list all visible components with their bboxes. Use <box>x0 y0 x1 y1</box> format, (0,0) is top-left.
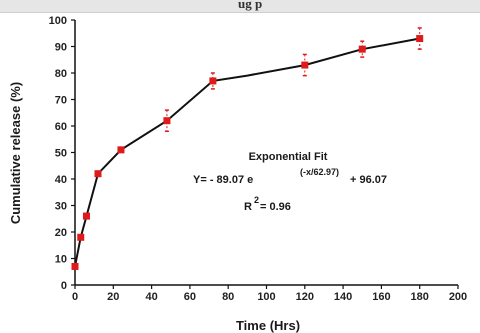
y-tick-label: 70 <box>55 95 67 107</box>
data-point-marker <box>117 146 125 154</box>
y-tick-label: 100 <box>49 15 67 27</box>
y-tick-label: 30 <box>55 201 67 213</box>
y-axis-title: Cumulative release (%) <box>8 82 23 224</box>
annotation-equation-exponent: (-x/62.97) <box>300 167 339 177</box>
y-tick-label: 90 <box>55 42 67 54</box>
data-point-marker <box>416 35 424 43</box>
x-tick-label: 60 <box>184 291 196 303</box>
fit-line <box>74 37 420 267</box>
y-tick-label: 50 <box>55 148 67 160</box>
data-point-marker <box>94 170 102 178</box>
y-tick-label: 40 <box>55 174 67 186</box>
annotation-r2-superscript: 2 <box>254 195 259 205</box>
x-tick-label: 0 <box>72 291 78 303</box>
x-tick-label: 20 <box>107 291 119 303</box>
y-tick-label: 20 <box>55 227 67 239</box>
annotation-title: Exponential Fit <box>249 151 328 163</box>
x-tick-label: 100 <box>257 291 275 303</box>
data-point-marker <box>209 77 217 85</box>
data-point-marker <box>301 61 309 69</box>
error-bars <box>164 27 422 133</box>
annotation-equation-left: Y= - 89.07 e <box>193 174 253 186</box>
x-ticks: 0 20 40 60 80 100 120 140 160 180 200 <box>72 285 467 303</box>
y-tick-label: 80 <box>55 68 67 80</box>
data-point-marker <box>82 212 90 220</box>
y-tick-label: 10 <box>55 254 67 266</box>
annotation-r2-value: = 0.96 <box>260 201 291 213</box>
x-tick-label: 40 <box>145 291 157 303</box>
top-banner: ug p <box>0 0 480 13</box>
annotation-r2-label: R <box>244 201 252 213</box>
y-tick-label: 60 <box>55 121 67 133</box>
x-tick-label: 140 <box>334 291 352 303</box>
data-point-marker <box>358 45 366 53</box>
data-point-marker <box>71 262 79 270</box>
x-axis-title: Time (Hrs) <box>236 318 300 333</box>
x-tick-label: 200 <box>449 291 467 303</box>
banner-partial-title: ug p <box>238 0 263 11</box>
x-tick-label: 160 <box>372 291 390 303</box>
data-point-marker <box>163 117 171 125</box>
x-tick-label: 80 <box>222 291 234 303</box>
y-ticks: 0 10 20 30 40 50 60 70 80 90 100 <box>49 15 75 292</box>
data-point-marker <box>77 233 85 241</box>
data-markers <box>71 35 424 270</box>
annotation-equation-right: + 96.07 <box>350 174 387 186</box>
fit-annotation: Exponential Fit Y= - 89.07 e (-x/62.97) … <box>193 151 387 213</box>
x-tick-label: 180 <box>411 291 429 303</box>
y-tick-label: 0 <box>61 280 67 292</box>
x-tick-label: 120 <box>296 291 314 303</box>
